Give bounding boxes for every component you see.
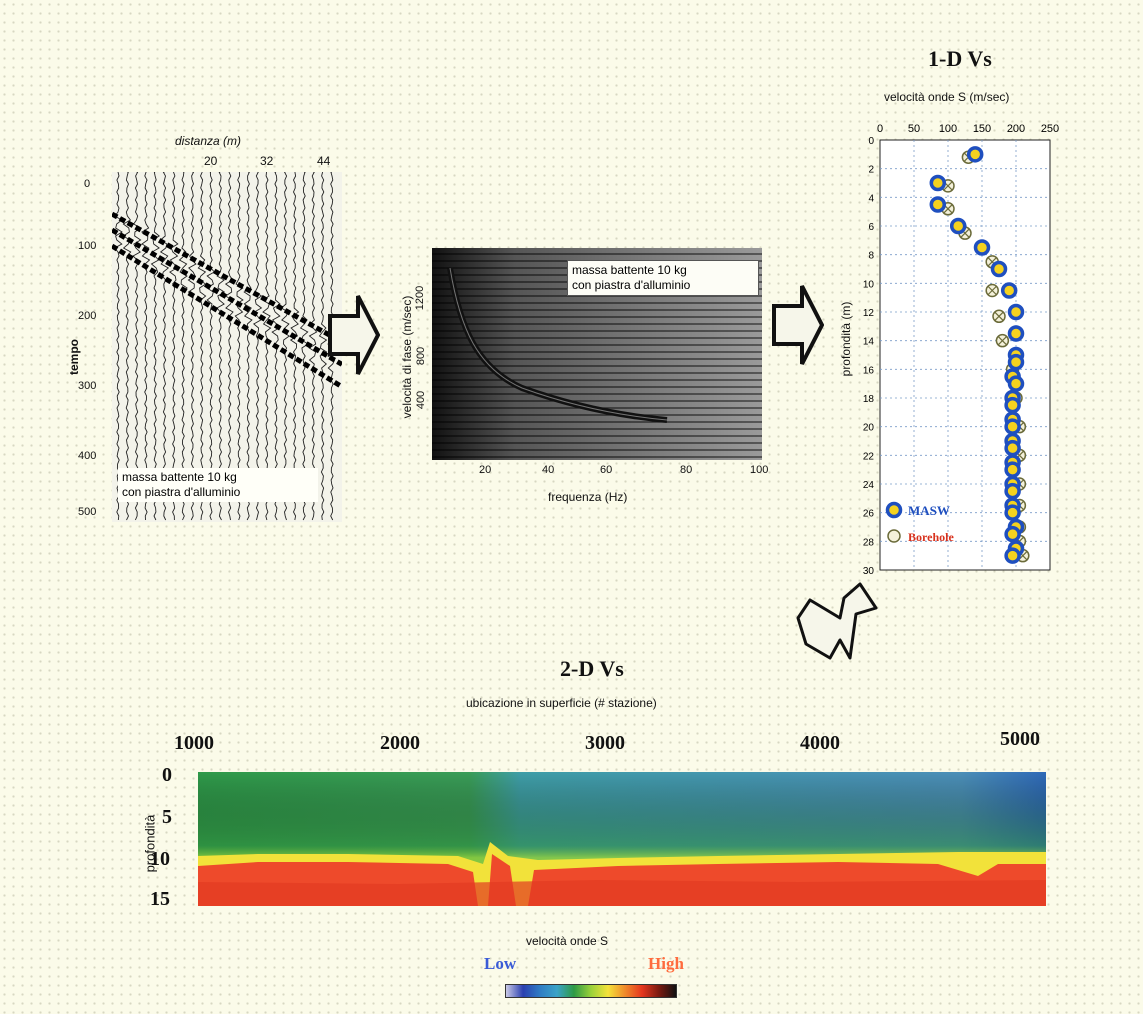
profile1d-xtick: 100 (939, 123, 957, 135)
arrow-right-icon (772, 285, 824, 365)
profile1d-ytick: 10 (863, 279, 875, 290)
section2d-ylabel: profondità (142, 814, 158, 873)
seismogram-plot (112, 172, 342, 522)
seismogram-ytick: 100 (78, 240, 97, 252)
profile1d-xtick: 150 (973, 123, 991, 135)
profile1d-xtick: 200 (1007, 123, 1025, 135)
seismogram-ytick: 500 (78, 506, 97, 518)
profile1d-xtick: 0 (877, 123, 883, 135)
seismogram-ytick: 300 (78, 380, 97, 392)
profile1d-ytick: 24 (863, 480, 875, 491)
colorbar-label: velocità onde S (526, 934, 609, 948)
dispersion-xtick: 60 (600, 464, 613, 476)
profile1d-plot: 0 50 100 150 200 2500246810121416182022242628… (863, 123, 1059, 577)
seismogram-note-line2: con piastra d'alluminio (122, 485, 241, 499)
dispersion-note: massa battente 10 kg con piastra d'allum… (567, 260, 759, 296)
profile1d-ytick: 6 (868, 222, 874, 233)
masw-point (1007, 303, 1025, 321)
section2d-ytick: 0 (162, 764, 172, 786)
dispersion-xtick: 20 (479, 464, 492, 476)
masw-point (973, 239, 991, 256)
profile1d-ytick: 28 (863, 537, 875, 548)
section2d-plot (198, 772, 1046, 906)
dispersion-xlabel: frequenza (Hz) (548, 490, 628, 504)
profile1d-ytick: 26 (863, 509, 875, 520)
dispersion-xtick: 40 (542, 464, 555, 476)
seismogram-xtick: 32 (260, 154, 274, 168)
colorbar-high-label: High (648, 954, 684, 973)
colorbar (505, 984, 677, 998)
masw-point (1004, 396, 1021, 414)
masw-point (1004, 504, 1021, 521)
profile1d-ytick: 8 (868, 251, 874, 262)
dispersion-ytick: 1200 (414, 285, 427, 311)
masw-point (966, 146, 984, 163)
dispersion-ylabel: velocità di fase (m/sec) (400, 295, 414, 419)
curved-arrow-icon (796, 582, 878, 660)
section2d-xtick: 2000 (380, 732, 420, 754)
dispersion-xtick: 100 (750, 464, 769, 476)
seismogram-ytick: 200 (78, 310, 97, 322)
masw-point (1007, 375, 1025, 392)
dispersion-note-line2: con piastra d'alluminio (572, 278, 691, 292)
profile1d-ytick: 20 (863, 423, 875, 434)
dispersion-ytick: 800 (415, 346, 428, 366)
legend-masw-marker (885, 501, 903, 519)
dispersion-ytick: 400 (415, 390, 428, 410)
profile1d-title: 1-D Vs (928, 46, 992, 71)
masw-point (1004, 439, 1021, 457)
masw-point (990, 260, 1008, 278)
seismogram-note-line1: massa battente 10 kg (122, 470, 237, 484)
profile1d-ytick: 18 (863, 394, 875, 405)
masw-point (1004, 525, 1021, 543)
masw-point (949, 217, 967, 235)
legend-masw-label: MASW (908, 503, 950, 518)
masw-point (1004, 461, 1021, 478)
section2d-ytick: 15 (150, 888, 170, 910)
section2d-xtick: 4000 (800, 732, 840, 754)
seismogram-ytick: 400 (78, 450, 97, 462)
section2d-xtick: 3000 (585, 732, 625, 754)
profile1d-ytick: 30 (863, 566, 875, 577)
profile1d-ytick: 16 (863, 365, 875, 376)
seismogram-note: massa battente 10 kg con piastra d'allum… (118, 468, 318, 502)
profile1d-ytick: 22 (863, 451, 875, 462)
masw-point (1004, 547, 1021, 564)
profile1d-panel: 1-D Vs velocità onde S (m/sec) profondit… (830, 40, 1100, 585)
section2d-subtitle: ubicazione in superficie (# stazione) (466, 696, 657, 710)
section2d-xtick: 1000 (174, 732, 214, 754)
profile1d-xtick: 50 (908, 123, 920, 135)
dispersion-note-line1: massa battente 10 kg (572, 263, 687, 277)
profile1d-ytick: 0 (868, 136, 874, 147)
arrow-right-icon (328, 295, 380, 375)
masw-point (1004, 418, 1021, 435)
profile1d-ytick: 12 (863, 308, 875, 319)
legend-borehole-marker (887, 529, 901, 543)
masw-point (1007, 353, 1025, 371)
profile1d-ytick: 4 (868, 193, 874, 204)
profile1d-xtick: 250 (1041, 123, 1059, 135)
profile1d-ytick: 2 (868, 165, 874, 176)
masw-point (929, 196, 947, 213)
masw-point (929, 174, 947, 192)
seismogram-panel: distanza (m) 20 32 44 tempo 0 100 200 30… (60, 128, 350, 528)
section2d-ytick: 5 (162, 806, 172, 828)
section2d-ytick: 10 (150, 848, 170, 870)
seismogram-ylabel: tempo (67, 339, 81, 375)
seismogram-xlabel: distanza (m) (175, 134, 242, 148)
seismogram-ytick: 0 (84, 178, 91, 190)
seismogram-xtick: 44 (317, 154, 331, 168)
masw-point (1000, 282, 1018, 299)
profile1d-ytick: 14 (863, 337, 875, 348)
section2d-title: 2-D Vs (560, 656, 624, 681)
masw-point (1004, 482, 1021, 500)
masw-point (1007, 325, 1025, 342)
dispersion-xtick: 80 (680, 464, 693, 476)
profile1d-xlabel: velocità onde S (m/sec) (884, 90, 1010, 104)
section2d-xtick: 5000 (1000, 728, 1040, 750)
dispersion-panel: velocità di fase (m/sec) 1200 800 400 ma… (372, 238, 782, 510)
legend-borehole-label: Borehole (908, 530, 954, 544)
seismogram-xtick: 20 (204, 154, 218, 168)
colorbar-low-label: Low (484, 954, 517, 973)
